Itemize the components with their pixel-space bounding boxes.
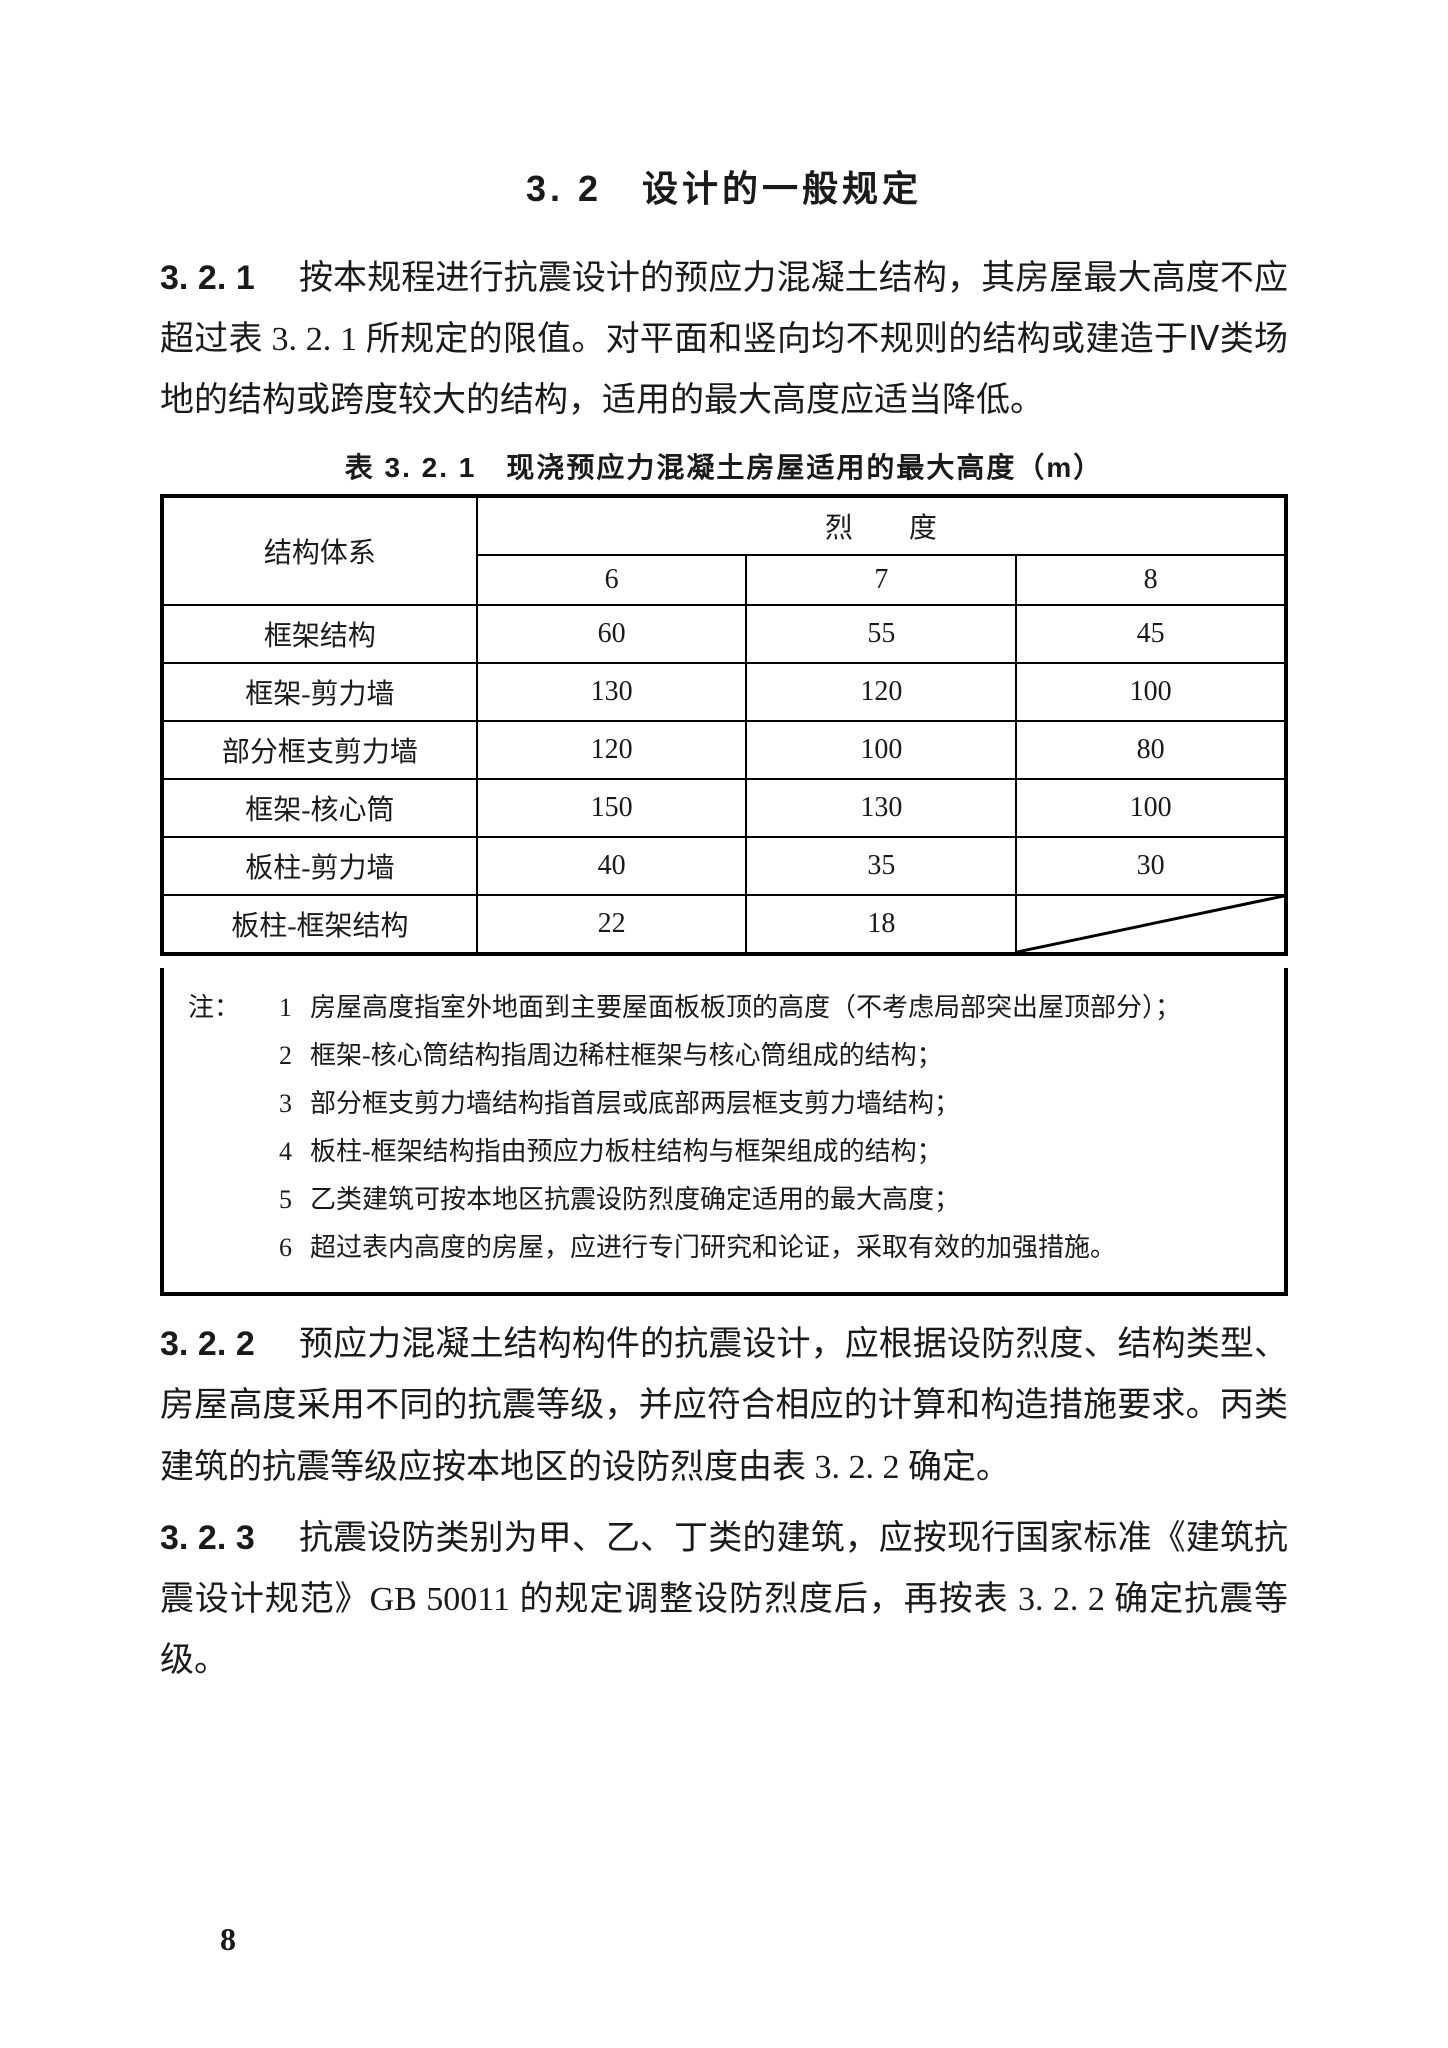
document-page: 3. 2 设计的一般规定 3. 2. 1 按本规程进行抗震设计的预应力混凝土结构…: [0, 0, 1448, 2048]
row-label: 框架结构: [162, 605, 477, 663]
note-line: 4 板柱-框架结构指由预应力板柱结构与框架组成的结构；: [188, 1128, 1260, 1176]
table-row: 部分框支剪力墙 120 100 80: [162, 721, 1286, 779]
cell: 35: [746, 837, 1016, 895]
cell: 150: [477, 779, 747, 837]
note-line: 注： 1 房屋高度指室外地面到主要屋面板板顶的高度（不考虑局部突出屋顶部分）；: [188, 984, 1260, 1032]
page-number: 8: [220, 1921, 236, 1958]
row-label: 板柱-框架结构: [162, 895, 477, 954]
slash-icon: [1017, 896, 1284, 952]
note-line: 6 超过表内高度的房屋，应进行专门研究和论证，采取有效的加强措施。: [188, 1224, 1260, 1272]
cell: 30: [1016, 837, 1286, 895]
cell: 130: [746, 779, 1016, 837]
note-number: 5: [260, 1176, 292, 1224]
section-title: 3. 2 设计的一般规定: [160, 160, 1288, 212]
note-text: 乙类建筑可按本地区抗震设防烈度确定适用的最大高度；: [310, 1176, 1260, 1224]
note-text: 框架-核心筒结构指周边稀柱框架与核心筒组成的结构；: [310, 1032, 1260, 1080]
intensity-col-8: 8: [1016, 555, 1286, 605]
cell: 120: [746, 663, 1016, 721]
col-header-structure: 结构体系: [162, 496, 477, 605]
para-text: 预应力混凝土结构构件的抗震设计，应根据设防烈度、结构类型、房屋高度采用不同的抗震…: [160, 1326, 1288, 1485]
para-number: 3. 2. 2: [160, 1325, 255, 1363]
row-label: 部分框支剪力墙: [162, 721, 477, 779]
note-text: 部分框支剪力墙结构指首层或底部两层框支剪力墙结构；: [310, 1080, 1260, 1128]
row-label: 框架-剪力墙: [162, 663, 477, 721]
note-line: 2 框架-核心筒结构指周边稀柱框架与核心筒组成的结构；: [188, 1032, 1260, 1080]
note-text: 超过表内高度的房屋，应进行专门研究和论证，采取有效的加强措施。: [310, 1224, 1260, 1272]
cell: 80: [1016, 721, 1286, 779]
cell: 100: [1016, 779, 1286, 837]
paragraph-3-2-1: 3. 2. 1 按本规程进行抗震设计的预应力混凝土结构，其房屋最大高度不应超过表…: [160, 248, 1288, 432]
table-row: 框架-剪力墙 130 120 100: [162, 663, 1286, 721]
table-row: 框架-核心筒 150 130 100: [162, 779, 1286, 837]
col-header-intensity: 烈 度: [477, 496, 1286, 555]
cell: 22: [477, 895, 747, 954]
para-text: 抗震设防类别为甲、乙、丁类的建筑，应按现行国家标准《建筑抗震设计规范》GB 50…: [160, 1520, 1288, 1679]
para-number: 3. 2. 3: [160, 1519, 255, 1557]
note-line: 3 部分框支剪力墙结构指首层或底部两层框支剪力墙结构；: [188, 1080, 1260, 1128]
note-number: 4: [260, 1128, 292, 1176]
cell: 18: [746, 895, 1016, 954]
cell: 100: [1016, 663, 1286, 721]
note-number: 3: [260, 1080, 292, 1128]
paragraph-3-2-3: 3. 2. 3 抗震设防类别为甲、乙、丁类的建筑，应按现行国家标准《建筑抗震设计…: [160, 1508, 1288, 1692]
cell: 100: [746, 721, 1016, 779]
note-number: 1: [260, 984, 292, 1032]
cell: 120: [477, 721, 747, 779]
note-text: 板柱-框架结构指由预应力板柱结构与框架组成的结构；: [310, 1128, 1260, 1176]
para-text: 按本规程进行抗震设计的预应力混凝土结构，其房屋最大高度不应超过表 3. 2. 1…: [160, 260, 1288, 419]
row-label: 框架-核心筒: [162, 779, 477, 837]
note-text: 房屋高度指室外地面到主要屋面板板顶的高度（不考虑局部突出屋顶部分）；: [310, 984, 1260, 1032]
note-lead: 注：: [188, 984, 260, 1032]
para-number: 3. 2. 1: [160, 259, 255, 297]
cell: 130: [477, 663, 747, 721]
table-row: 板柱-框架结构 22 18: [162, 895, 1286, 954]
table-caption: 表 3. 2. 1 现浇预应力混凝土房屋适用的最大高度（m）: [160, 446, 1288, 486]
note-number: 2: [260, 1032, 292, 1080]
cell: 40: [477, 837, 747, 895]
cell-na-slash: [1016, 895, 1286, 954]
cell: 55: [746, 605, 1016, 663]
max-height-table: 结构体系 烈 度 6 7 8 框架结构 60 55 45 框架-剪力墙 130 …: [160, 494, 1288, 956]
table-notes: 注： 1 房屋高度指室外地面到主要屋面板板顶的高度（不考虑局部突出屋顶部分）； …: [160, 968, 1288, 1297]
intensity-col-7: 7: [746, 555, 1016, 605]
table-row: 框架结构 60 55 45: [162, 605, 1286, 663]
cell: 45: [1016, 605, 1286, 663]
row-label: 板柱-剪力墙: [162, 837, 477, 895]
paragraph-3-2-2: 3. 2. 2 预应力混凝土结构构件的抗震设计，应根据设防烈度、结构类型、房屋高…: [160, 1314, 1288, 1498]
table-row: 板柱-剪力墙 40 35 30: [162, 837, 1286, 895]
cell: 60: [477, 605, 747, 663]
note-number: 6: [260, 1224, 292, 1272]
note-line: 5 乙类建筑可按本地区抗震设防烈度确定适用的最大高度；: [188, 1176, 1260, 1224]
intensity-col-6: 6: [477, 555, 747, 605]
